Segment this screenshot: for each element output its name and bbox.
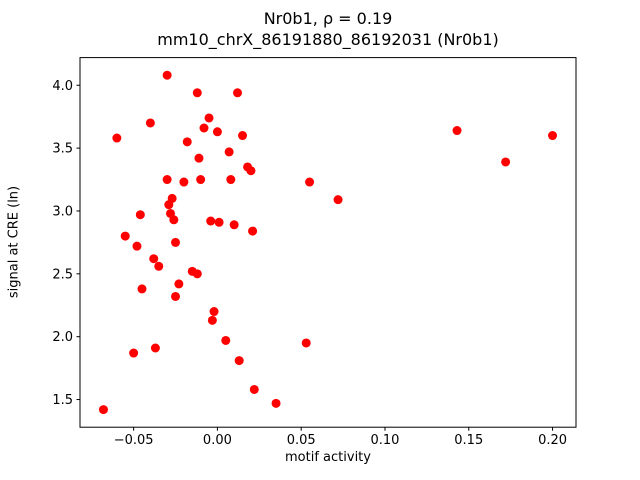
data-point [249,384,259,394]
data-point [171,291,181,301]
data-point [171,237,181,247]
chart-title: Nr0b1, ρ = 0.19 mm10_chrX_86191880_86192… [80,8,576,50]
data-point [162,175,172,185]
y-axis-label: signal at CRE (ln) [6,185,22,299]
data-point [229,220,239,230]
data-point [212,127,222,137]
data-point [149,254,159,264]
data-point [112,133,122,143]
data-point [301,338,311,348]
y-tick-label: 2.0 [52,330,73,345]
data-point [305,177,315,187]
data-point [234,356,244,366]
data-point [206,216,216,226]
data-point [204,113,214,123]
chart-title-line1: Nr0b1, ρ = 0.19 [263,9,393,28]
data-point [137,284,147,294]
data-point [192,88,202,98]
data-point [226,175,236,185]
data-point [246,166,256,176]
x-tick-label: 0.15 [454,433,483,448]
x-tick-label: 0.20 [538,433,567,448]
data-point [162,70,172,80]
data-point [196,175,206,185]
data-point [192,269,202,279]
y-tick-label: 4.0 [52,79,73,94]
data-point [501,157,511,167]
data-point [207,315,217,325]
data-point [129,348,139,358]
data-point [135,210,145,220]
data-point [98,405,108,415]
data-point [154,261,164,271]
x-tick-label: 0.10 [370,433,399,448]
y-tick-label: 3.0 [52,204,73,219]
chart-title-line2: mm10_chrX_86191880_86192031 (Nr0b1) [157,30,499,49]
x-ticks: −0.05 0.00 0.05 0.10 0.15 0.20 [114,427,567,448]
x-axis-label: motif activity [285,450,371,465]
data-point [169,215,179,225]
data-point [221,335,231,345]
data-point [150,343,160,353]
data-point [199,123,209,133]
x-tick-label: −0.05 [114,433,154,448]
data-point [194,153,204,163]
data-point [452,126,462,136]
data-point [271,398,281,408]
data-point [238,131,248,141]
data-point [248,226,258,236]
data-point [233,88,243,98]
y-tick-label: 2.5 [52,267,73,282]
y-tick-label: 1.5 [52,393,73,408]
x-tick-label: 0.05 [287,433,316,448]
data-point [174,279,184,289]
axes-spines [79,57,577,428]
y-ticks: 1.5 2.0 2.5 3.0 3.5 4.0 [52,79,80,408]
data-point [179,177,189,187]
data-point [182,137,192,147]
data-point [209,307,219,317]
data-point [145,118,155,128]
y-tick-label: 3.5 [52,142,73,157]
data-point [120,231,130,241]
data-point [132,241,142,251]
data-point [333,195,343,205]
data-point [224,147,234,157]
scatter-points [98,70,558,415]
x-tick-label: 0.00 [203,433,232,448]
data-point [548,131,558,141]
data-point [167,193,177,203]
data-point [214,217,224,227]
